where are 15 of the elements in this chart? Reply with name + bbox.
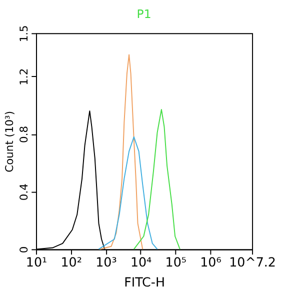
x-tick-label: 10⁶ bbox=[200, 254, 222, 270]
y-tick-label: 1.2 bbox=[18, 68, 31, 86]
y-tick-label: 0 bbox=[18, 246, 31, 254]
y-tick-label: 1.5 bbox=[18, 25, 31, 42]
chart-title: P1 bbox=[136, 6, 152, 21]
x-tick-label: 10⁴ bbox=[130, 254, 152, 270]
x-tick-label: 10^7.2 bbox=[229, 254, 276, 270]
x-tick-label: 10⁵ bbox=[165, 254, 186, 270]
y-axis-title: Count (10³) bbox=[3, 111, 16, 172]
y-tick-label: 0.8 bbox=[18, 126, 31, 143]
x-tick-label: 10³ bbox=[96, 254, 117, 270]
x-tick-label: 10² bbox=[60, 254, 82, 270]
y-tick-label: 0.4 bbox=[18, 183, 31, 201]
x-axis-title: FITC-H bbox=[124, 274, 165, 290]
x-tick-label: 10¹ bbox=[26, 254, 48, 270]
